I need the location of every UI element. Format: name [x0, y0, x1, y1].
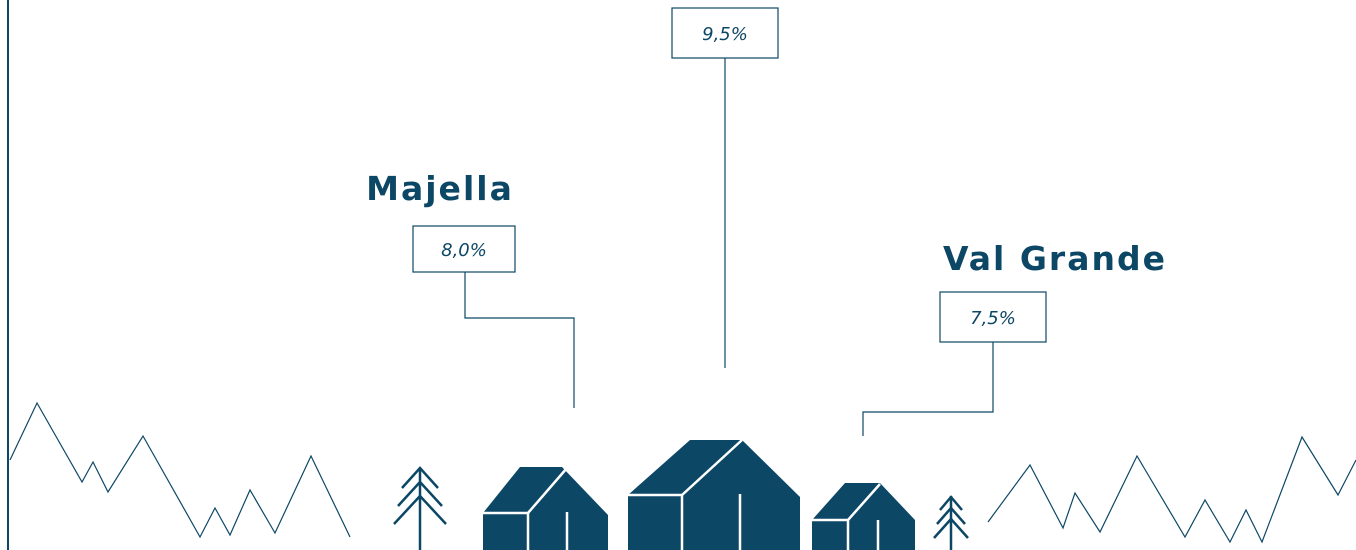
- value-box: [671, 7, 779, 59]
- connector: [862, 342, 994, 436]
- park-value: 9,5%: [702, 24, 748, 45]
- park-name: Val Grande: [943, 239, 1167, 278]
- mountains: [9, 401, 351, 539]
- house: [483, 467, 608, 550]
- park-name: Majella: [366, 169, 514, 208]
- house: [628, 439, 800, 550]
- mountains: [987, 435, 1356, 544]
- connector: [464, 272, 575, 408]
- park-value: 8,0%: [441, 240, 487, 261]
- tree: [393, 466, 447, 550]
- house: [812, 483, 915, 550]
- park-value: 7,5%: [970, 308, 1016, 329]
- value-box: [939, 291, 1047, 343]
- value-box: [412, 225, 516, 273]
- tree: [933, 495, 969, 550]
